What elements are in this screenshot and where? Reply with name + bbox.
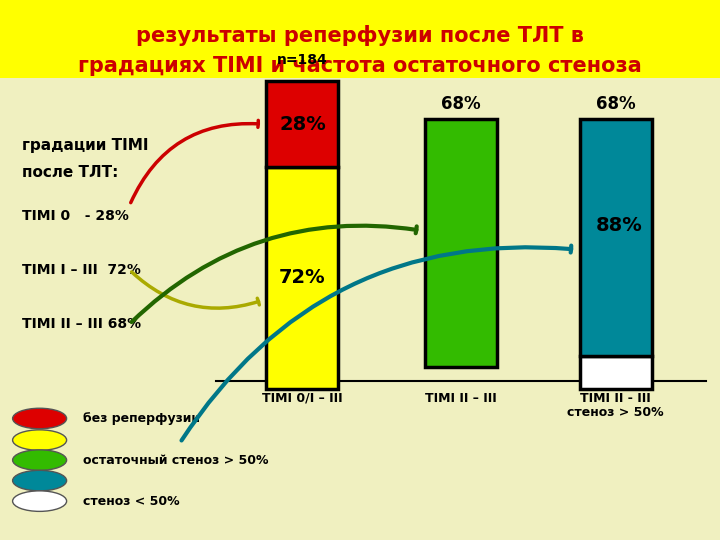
- Bar: [0, 0, 720, 78]
- Text: 72%: 72%: [279, 268, 325, 287]
- Text: TIMI II - III
стеноз > 50%: TIMI II - III стеноз > 50%: [567, 392, 664, 420]
- Text: без реперфузии: без реперфузии: [83, 412, 200, 425]
- Text: TIMI I – III  72%: TIMI I – III 72%: [22, 263, 140, 277]
- Ellipse shape: [13, 408, 66, 429]
- Text: 68%: 68%: [595, 96, 636, 113]
- Text: результаты реперфузии после ТЛТ в: результаты реперфузии после ТЛТ в: [136, 25, 584, 45]
- Ellipse shape: [13, 491, 66, 511]
- Ellipse shape: [13, 450, 66, 470]
- Text: после ТЛТ:: после ТЛТ:: [22, 165, 118, 180]
- Bar: [425, 119, 497, 367]
- Text: TIMI 0/I – III: TIMI 0/I – III: [262, 392, 343, 404]
- Bar: [580, 119, 652, 356]
- Text: стеноз < 50%: стеноз < 50%: [83, 495, 179, 508]
- Text: градациях TIMI и частота остаточного стеноза: градациях TIMI и частота остаточного сте…: [78, 56, 642, 76]
- Text: градации TIMI: градации TIMI: [22, 138, 148, 153]
- Text: остаточный стеноз > 50%: остаточный стеноз > 50%: [83, 454, 269, 467]
- Text: 28%: 28%: [279, 114, 325, 133]
- Text: TIMI II – III 68%: TIMI II – III 68%: [22, 317, 140, 331]
- Text: TIMI II – III: TIMI II – III: [425, 392, 497, 404]
- Bar: [266, 167, 338, 389]
- Bar: [266, 81, 338, 167]
- Ellipse shape: [13, 430, 66, 450]
- Text: TIMI 0   - 28%: TIMI 0 - 28%: [22, 209, 128, 223]
- Text: 88%: 88%: [596, 216, 642, 235]
- Ellipse shape: [13, 470, 66, 491]
- Text: n=184: n=184: [277, 53, 328, 68]
- Text: 68%: 68%: [441, 96, 481, 113]
- Bar: [580, 356, 652, 389]
